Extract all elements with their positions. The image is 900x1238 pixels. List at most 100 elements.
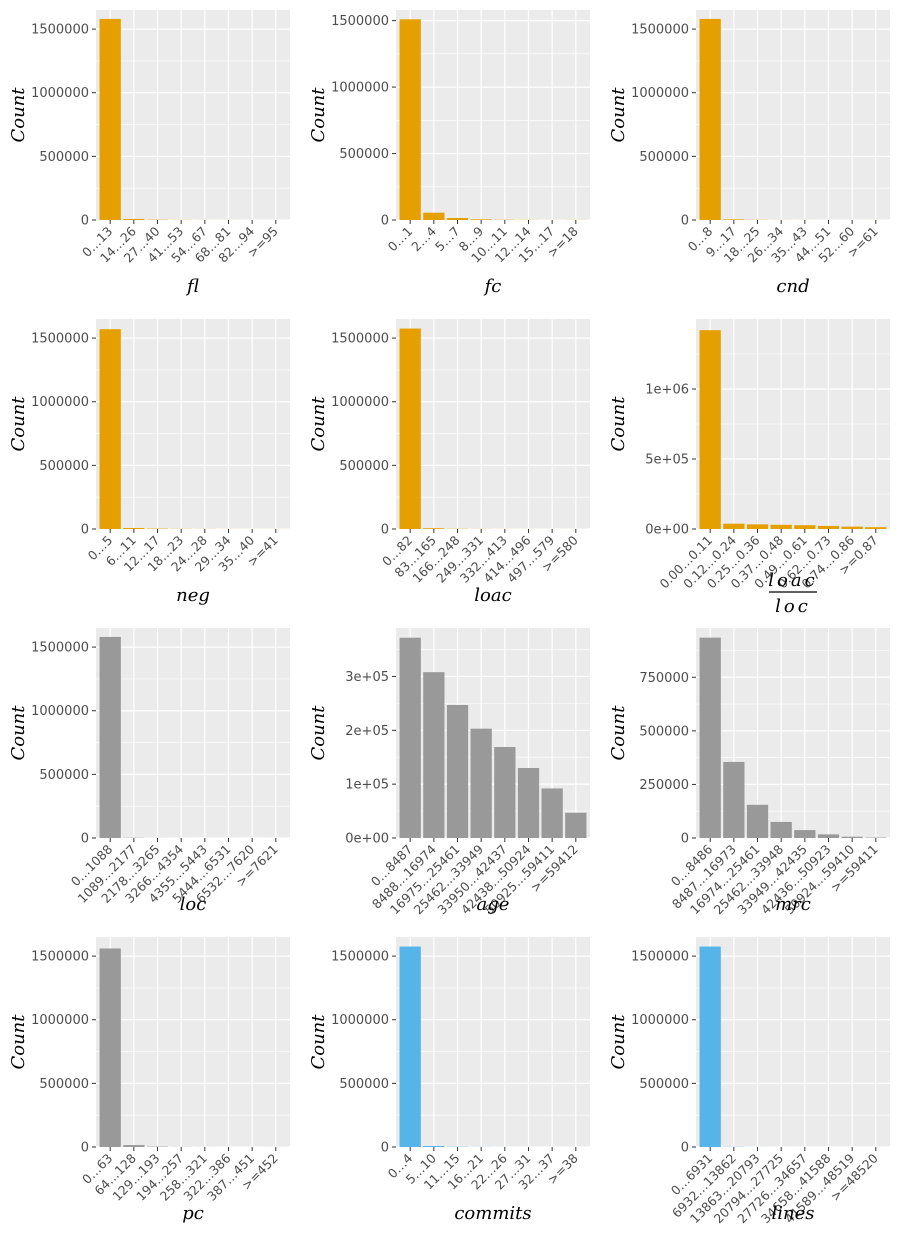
y-tick-label: 250000 [639, 778, 689, 793]
y-tick-label: 1500000 [31, 23, 89, 38]
y-tick-label: 2e+05 [345, 724, 389, 739]
histogram-bar [470, 728, 492, 838]
histogram-bar [699, 330, 721, 529]
y-axis-title: Count [308, 87, 329, 143]
y-tick-label: 1500000 [331, 14, 389, 29]
histogram-bar [446, 705, 469, 838]
y-tick-label: 0e+00 [345, 832, 389, 847]
y-tick-label: 1000000 [631, 86, 689, 101]
x-axis-title: loc [180, 894, 207, 915]
y-tick-label: 5e+05 [645, 453, 689, 468]
y-tick-label: 0 [81, 523, 89, 538]
x-axis-title: neg [176, 585, 210, 606]
histogram-bar [794, 525, 816, 529]
y-tick-label: 1e+05 [345, 778, 389, 793]
plot-background [396, 937, 590, 1147]
histogram-bar [746, 804, 769, 838]
histogram-bar [770, 821, 792, 838]
histogram-bar [399, 637, 421, 838]
x-axis-title: mrc [775, 894, 811, 915]
x-axis-title: lines [772, 1203, 815, 1224]
histogram-bar [794, 830, 816, 838]
histogram-bar [517, 768, 540, 838]
y-tick-label: 0 [381, 214, 389, 229]
y-tick-label: 0 [381, 523, 389, 538]
y-axis-title: Count [8, 87, 29, 143]
y-tick-label: 500000 [339, 459, 389, 474]
x-tick-label: 0…1 [385, 224, 416, 255]
x-axis-title: commits [454, 1203, 531, 1224]
histogram-panel-9: 0500000100000015000000…6364…128129…19319… [8, 937, 290, 1224]
y-tick-label: 500000 [339, 1077, 389, 1092]
y-tick-label: 0 [681, 832, 689, 847]
y-tick-label: 1000000 [331, 395, 389, 410]
y-tick-label: 1500000 [631, 23, 689, 38]
y-tick-label: 500000 [339, 147, 389, 162]
y-tick-label: 1000000 [31, 395, 89, 410]
histogram-panel-1: 0500000100000015000000…12…45…78…910…1112… [308, 10, 590, 297]
y-axis-title: Count [608, 1014, 629, 1070]
histogram-panel-7: 0e+001e+052e+053e+050…84878488…169741697… [308, 628, 590, 917]
y-tick-label: 0 [81, 832, 89, 847]
y-tick-label: 0 [681, 214, 689, 229]
histogram-bar [723, 761, 745, 838]
histogram-bar [399, 19, 421, 220]
x-axis-title: fl [185, 276, 199, 297]
histogram-bar [123, 218, 145, 220]
y-tick-label: 1500000 [331, 332, 389, 347]
y-tick-label: 0 [81, 1141, 89, 1156]
histogram-panel-2: 0500000100000015000000…89…1718…2526…3435… [608, 10, 890, 297]
y-tick-label: 1e+06 [645, 383, 689, 398]
histogram-bar [699, 18, 721, 221]
histogram-bar [699, 637, 721, 838]
y-axis-title: Count [608, 396, 629, 452]
histogram-bar [423, 1145, 445, 1147]
histogram-panel-11: 0500000100000015000000…69316932…13862138… [608, 937, 890, 1226]
y-tick-label: 500000 [639, 724, 689, 739]
histogram-bar [99, 18, 121, 221]
histogram-bar [423, 672, 445, 838]
histogram-bar [470, 219, 492, 220]
histogram-bar [723, 523, 745, 529]
y-tick-label: 500000 [39, 150, 89, 165]
histogram-bar [817, 834, 840, 838]
x-axis-title: loac [474, 585, 511, 606]
histogram-bar [399, 946, 421, 1147]
y-axis-title: Count [8, 396, 29, 452]
x-axis-title: cnd [776, 276, 809, 297]
y-axis-title: Count [608, 87, 629, 143]
histogram-bar [865, 527, 887, 529]
y-tick-label: 1000000 [631, 1013, 689, 1028]
x-axis-title-numerator: loac [768, 570, 817, 591]
histogram-bar [423, 528, 445, 529]
plot-background [696, 937, 890, 1147]
x-axis-title: fc [483, 276, 502, 297]
histogram-bar [565, 812, 587, 838]
plot-background [396, 319, 590, 529]
histogram-bar [494, 747, 516, 838]
y-tick-label: 1000000 [331, 81, 389, 96]
y-tick-label: 1000000 [31, 704, 89, 719]
y-tick-label: 750000 [639, 671, 689, 686]
histogram-bar [817, 525, 840, 529]
histogram-panel-10: 0500000100000015000000…45…1011…1516…2122… [308, 937, 590, 1224]
histogram-bar [399, 328, 421, 529]
y-axis-title: Count [8, 1014, 29, 1070]
histogram-bar [99, 636, 121, 838]
histogram-panel-5: 0e+005e+051e+060.00…0.110.12…0.240.25…0.… [608, 319, 890, 617]
histogram-panel-6: 0500000100000015000000…10881089…21772178… [8, 628, 290, 915]
histogram-panel-4: 0500000100000015000000…8283…165166…24824… [308, 319, 590, 606]
plot-background [96, 937, 290, 1147]
y-tick-label: 1500000 [31, 641, 89, 656]
y-axis-title: Count [608, 705, 629, 761]
histogram-bar [446, 218, 469, 220]
histogram-bar [541, 788, 563, 838]
histogram-bar [746, 524, 769, 529]
y-axis-title: Count [308, 396, 329, 452]
histogram-bar [99, 329, 121, 529]
histogram-bar [841, 526, 863, 529]
y-tick-label: 0e+00 [645, 523, 689, 538]
y-tick-label: 0 [381, 1141, 389, 1156]
histogram-bar [123, 527, 145, 529]
